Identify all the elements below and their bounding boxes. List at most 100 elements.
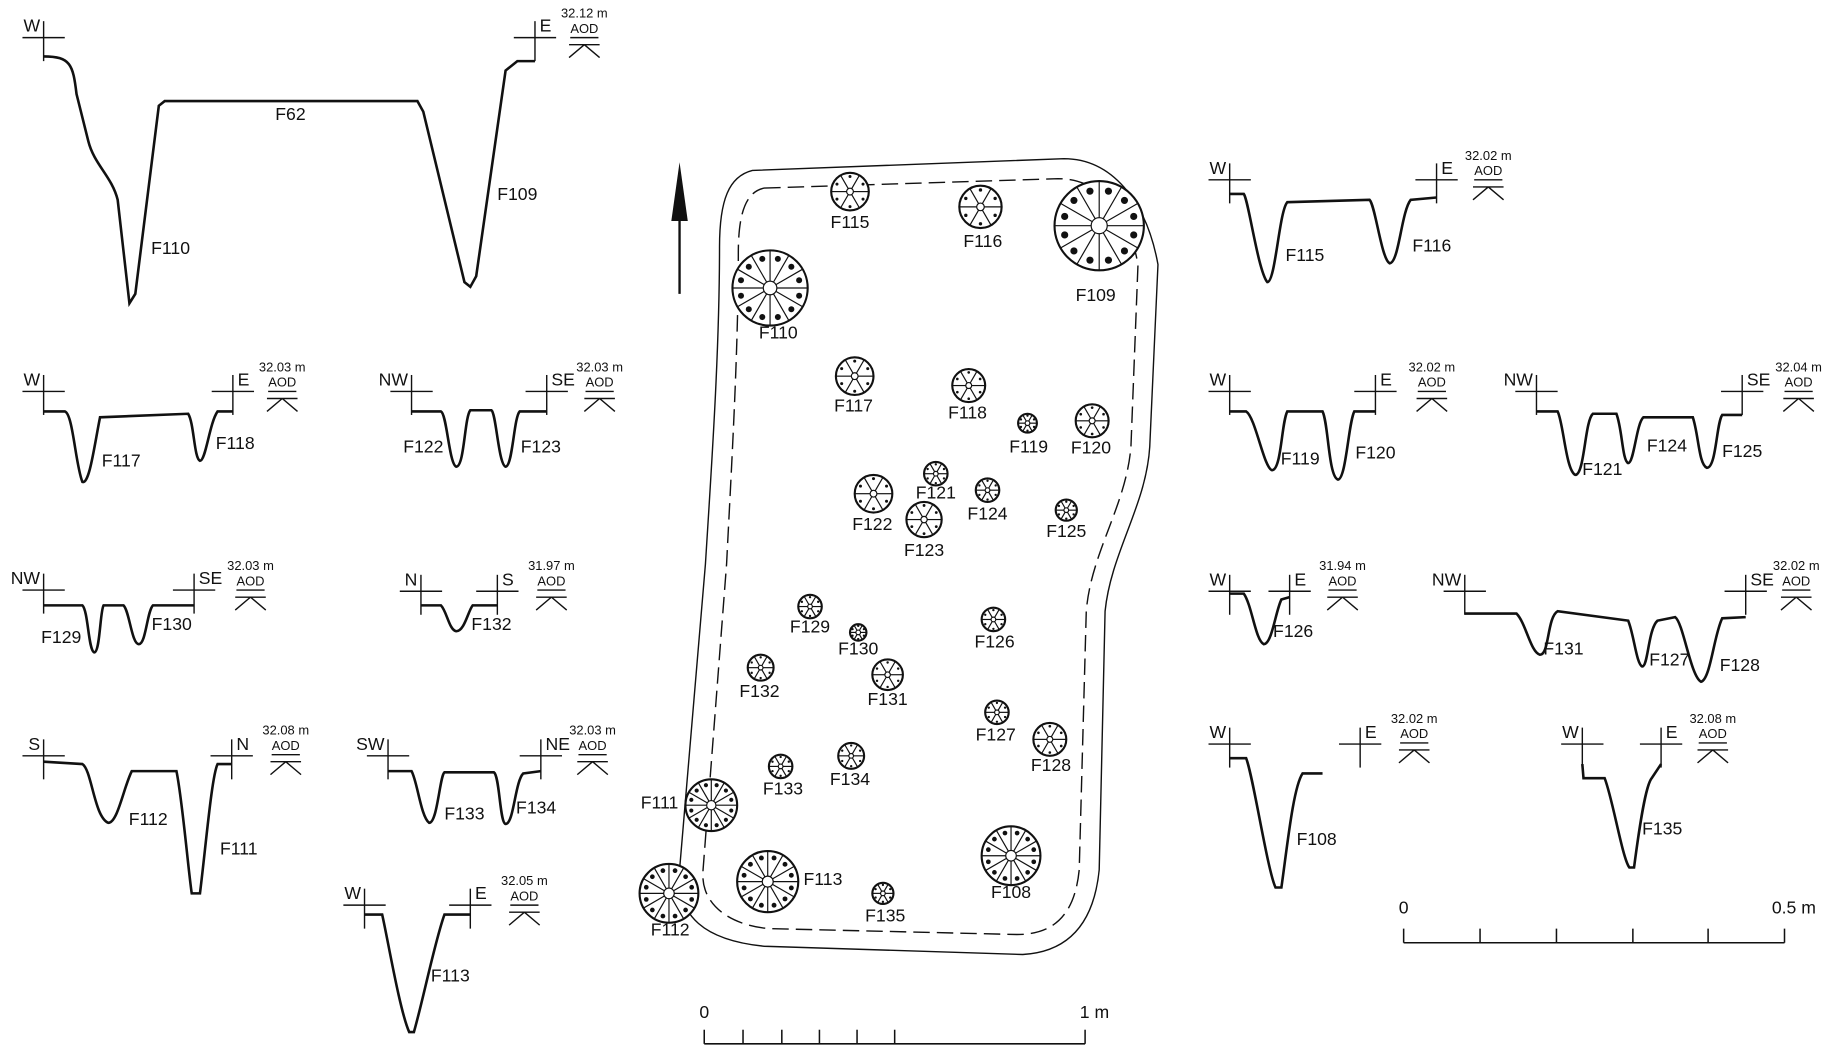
scale-label: 1 m <box>1080 1002 1109 1022</box>
plan-feature: F123 <box>904 502 944 560</box>
hachure-dot <box>866 382 869 385</box>
hachure-dot <box>1070 197 1077 204</box>
feature-base <box>921 516 927 522</box>
orientation-label: W <box>1562 722 1579 742</box>
hachure-dot <box>994 484 996 486</box>
plan-feature: F115 <box>831 173 870 232</box>
hachure-dot <box>1091 406 1094 409</box>
hachure-dot <box>1058 505 1060 507</box>
feature-base <box>1047 736 1053 742</box>
feature-label: F112 <box>129 809 168 829</box>
hachure-dot <box>1000 623 1002 625</box>
feature-label: F121 <box>916 482 956 502</box>
datum-label: AOD <box>510 888 538 903</box>
hachure-dot <box>1000 614 1002 616</box>
hachure-dot <box>673 914 678 919</box>
hachure-dot <box>840 367 843 370</box>
orientation-label: E <box>1294 569 1306 589</box>
hachure-dot <box>689 885 694 890</box>
feature-label: F122 <box>852 514 892 534</box>
feature-label: F110 <box>759 322 798 342</box>
feature-label: F115 <box>831 212 870 232</box>
hachure-dot <box>771 761 773 763</box>
orientation-label: W <box>1210 722 1227 742</box>
level-label: 32.08 m <box>262 723 309 738</box>
hachure-dot <box>862 198 865 201</box>
hachure-dot <box>889 888 891 890</box>
hachure-dot <box>862 183 865 186</box>
feature-label: F135 <box>865 906 905 926</box>
hachure-dot <box>850 744 852 746</box>
hachure-dot <box>1020 426 1022 428</box>
hachure-dot <box>872 507 875 510</box>
hachure-dot <box>742 885 747 890</box>
feature-label: F127 <box>1649 649 1689 669</box>
feature-base <box>1006 850 1017 861</box>
datum-label: AOD <box>1785 375 1813 390</box>
feature-label: F120 <box>1355 442 1395 462</box>
level-label: 32.03 m <box>576 359 623 374</box>
feature-label: F118 <box>216 433 255 453</box>
hachure-dot <box>935 525 938 528</box>
hachure-dot <box>863 635 865 637</box>
orientation-label: NW <box>1504 370 1534 390</box>
hachure-dot <box>1031 859 1036 864</box>
feature-label: F122 <box>403 437 443 457</box>
hachure-dot <box>748 862 753 867</box>
feature-label: F134 <box>516 797 556 817</box>
hachure-dot <box>695 789 699 793</box>
hachure-dot <box>751 672 753 674</box>
datum-label: AOD <box>1474 163 1502 178</box>
feature-label: F116 <box>1412 236 1451 256</box>
hachure-dot <box>1121 197 1128 204</box>
level-label: 32.03 m <box>259 359 306 374</box>
datum-label: AOD <box>537 573 565 588</box>
hachure-dot <box>775 256 781 262</box>
hachure-dot <box>1072 513 1074 515</box>
hachure-dot <box>988 716 990 718</box>
hachure-dot <box>886 686 888 688</box>
hachure-dot <box>759 903 764 908</box>
hachure-dot <box>1072 505 1074 507</box>
hachure-dot <box>993 214 996 217</box>
orientation-label: E <box>540 16 552 36</box>
feature-label: F135 <box>1642 819 1682 839</box>
hachure-dot <box>874 896 876 898</box>
feature-label: F125 <box>1722 441 1762 461</box>
hachure-dot <box>788 264 794 270</box>
orientation-label: SE <box>199 568 223 588</box>
feature-base <box>778 764 783 769</box>
level-label: 32.04 m <box>1775 359 1822 374</box>
orientation-label: SE <box>551 370 575 390</box>
feature-base <box>881 891 886 896</box>
hachure-dot <box>683 874 688 879</box>
feature-base <box>1025 421 1030 426</box>
hachure-dot <box>1020 418 1022 420</box>
datum-label: AOD <box>570 21 598 36</box>
hachure-dot <box>992 628 994 630</box>
level-label: 32.03 m <box>227 558 274 573</box>
hachure-dot <box>715 823 719 827</box>
feature-label: F129 <box>41 627 81 647</box>
hachure-dot <box>1033 418 1035 420</box>
feature-base <box>991 617 996 622</box>
hachure-dot <box>1121 247 1128 254</box>
hachure-dot <box>876 667 878 669</box>
hachure-dot <box>683 908 688 913</box>
hachure-dot <box>1105 188 1112 195</box>
datum-label: AOD <box>272 738 300 753</box>
hachure-dot <box>876 680 878 682</box>
feature-label: F132 <box>471 614 511 634</box>
feature-base <box>856 630 861 635</box>
feature-label: F111 <box>220 839 258 859</box>
hachure-dot <box>1031 847 1036 852</box>
hachure-dot <box>1004 716 1006 718</box>
feature-base <box>808 604 813 609</box>
hachure-dot <box>986 859 991 864</box>
feature-base <box>758 665 763 670</box>
hachure-dot <box>1037 745 1040 748</box>
feature-base <box>847 188 854 195</box>
datum-label: AOD <box>1782 573 1810 588</box>
feature-label: F127 <box>976 725 1016 745</box>
hachure-dot <box>788 761 790 763</box>
